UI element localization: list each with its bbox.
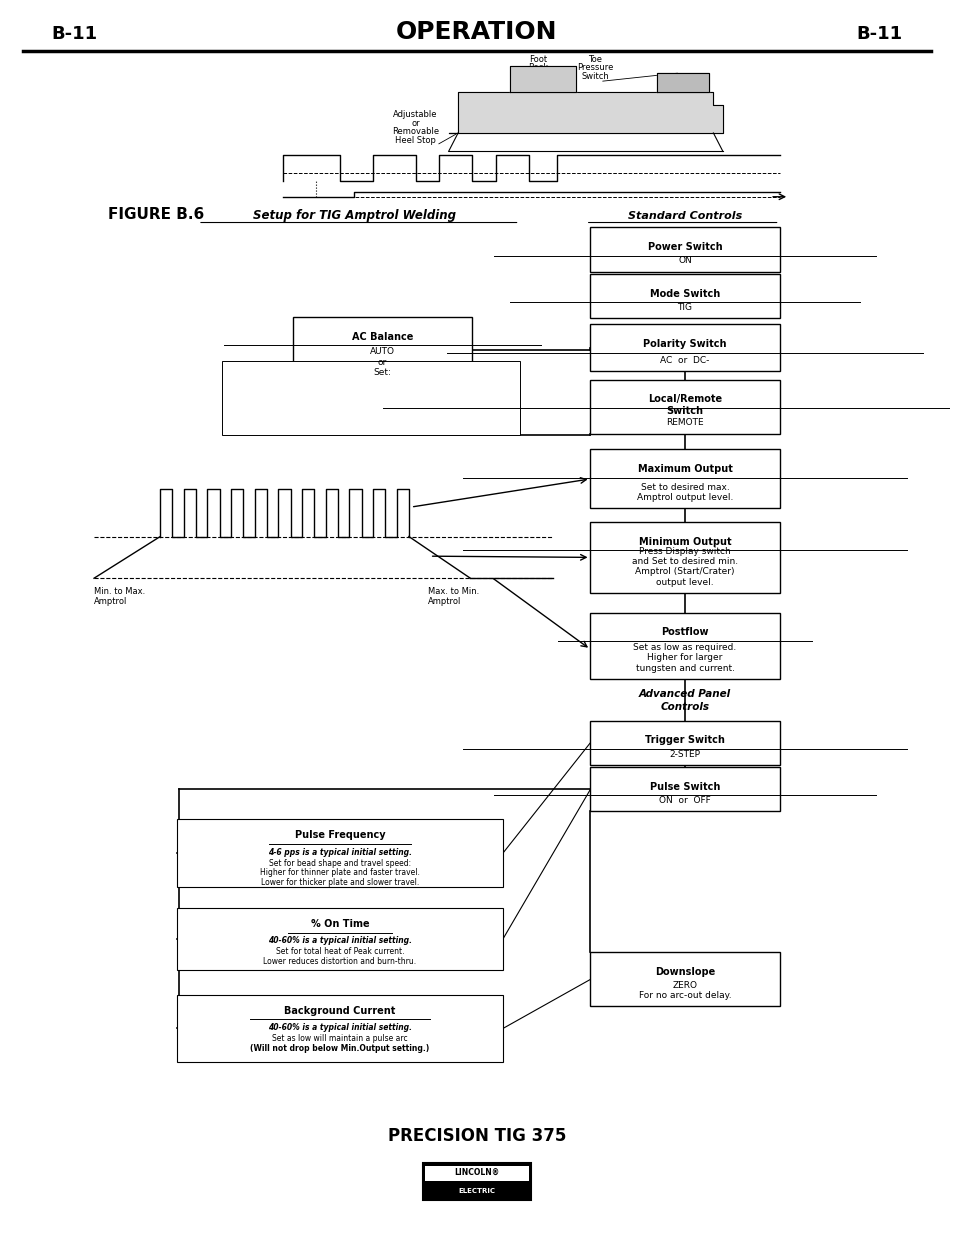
Text: Foot: Foot xyxy=(529,54,547,64)
Text: 2-STEP: 2-STEP xyxy=(669,750,700,758)
Text: Min. to Max.
Amptrol: Min. to Max. Amptrol xyxy=(94,587,145,606)
Polygon shape xyxy=(656,73,708,93)
Text: Maximum Output: Maximum Output xyxy=(637,464,732,474)
Text: Trigger Switch: Trigger Switch xyxy=(644,735,724,745)
Text: Set to desired max.
Amptrol output level.: Set to desired max. Amptrol output level… xyxy=(637,483,733,503)
FancyBboxPatch shape xyxy=(176,819,502,887)
Text: 40-60% is a typical initial setting.: 40-60% is a typical initial setting. xyxy=(268,936,412,946)
FancyBboxPatch shape xyxy=(590,325,779,370)
Text: Polarity Switch: Polarity Switch xyxy=(642,340,726,350)
Text: More +: More + xyxy=(229,382,259,390)
Text: Higher for thinner plate and faster travel.: Higher for thinner plate and faster trav… xyxy=(259,868,419,877)
Text: Rock: Rock xyxy=(528,63,548,73)
Text: Minimum Output: Minimum Output xyxy=(639,536,731,547)
Text: Set as low as required.
Higher for larger
tungsten and current.: Set as low as required. Higher for large… xyxy=(633,643,736,673)
Text: for equal + and - current.: for equal + and - current. xyxy=(267,398,364,408)
Text: Pulse Switch: Pulse Switch xyxy=(649,782,720,792)
Text: w/o"Spitting" or "wetting" loss.: w/o"Spitting" or "wetting" loss. xyxy=(267,390,386,399)
Text: Set as low will maintain a pulse arc: Set as low will maintain a pulse arc xyxy=(272,1034,407,1042)
Text: LINCOLN®: LINCOLN® xyxy=(454,1168,499,1177)
Text: Max. to Min.
Amptrol: Max. to Min. Amptrol xyxy=(427,587,478,606)
Text: REMOTE: REMOTE xyxy=(665,419,703,427)
Text: Removable: Removable xyxy=(392,127,438,136)
Text: Downslope: Downslope xyxy=(655,967,715,977)
Text: Control: Control xyxy=(522,72,553,82)
Text: Local/Remote
Switch: Local/Remote Switch xyxy=(647,394,721,416)
Text: Switch: Switch xyxy=(580,72,608,82)
FancyBboxPatch shape xyxy=(590,450,779,509)
Text: Mode Switch: Mode Switch xyxy=(649,289,720,299)
Text: Postflow: Postflow xyxy=(660,627,708,637)
FancyBboxPatch shape xyxy=(176,908,502,969)
Text: ON: ON xyxy=(678,257,691,266)
Text: Power Switch: Power Switch xyxy=(647,242,721,252)
FancyBboxPatch shape xyxy=(590,379,779,433)
Polygon shape xyxy=(510,65,576,93)
Text: % On Time: % On Time xyxy=(311,919,369,929)
Text: More -: More - xyxy=(229,415,255,425)
Text: Heel Stop: Heel Stop xyxy=(395,136,436,144)
FancyBboxPatch shape xyxy=(590,613,779,679)
Text: AC  or  DC-: AC or DC- xyxy=(659,356,709,364)
Text: ZERO
For no arc-out delay.: ZERO For no arc-out delay. xyxy=(639,981,731,1000)
Text: Pulse Frequency: Pulse Frequency xyxy=(294,830,385,840)
FancyBboxPatch shape xyxy=(590,274,779,319)
Text: OPERATION: OPERATION xyxy=(395,20,558,43)
FancyBboxPatch shape xyxy=(590,952,779,1007)
Text: AUTO
or
Set:: AUTO or Set: xyxy=(370,347,395,377)
Text: Press Display switch
and Set to desired min.
Amptrol (Start/Crater)
output level: Press Display switch and Set to desired … xyxy=(631,547,738,587)
Text: Background Current: Background Current xyxy=(284,1005,395,1015)
Text: Setup for TIG Amptrol Welding: Setup for TIG Amptrol Welding xyxy=(253,209,456,222)
Text: TIG: TIG xyxy=(677,303,692,312)
FancyBboxPatch shape xyxy=(590,720,779,764)
Text: 40-60% is a typical initial setting.: 40-60% is a typical initial setting. xyxy=(268,1023,412,1032)
Text: AC Balance: AC Balance xyxy=(352,332,413,342)
Text: ELECTRIC: ELECTRIC xyxy=(458,1188,495,1194)
FancyBboxPatch shape xyxy=(424,1166,529,1181)
Text: Adjustable: Adjustable xyxy=(393,110,437,119)
Text: ON  or  OFF: ON or OFF xyxy=(659,797,710,805)
FancyBboxPatch shape xyxy=(221,361,519,435)
FancyBboxPatch shape xyxy=(590,522,779,593)
Polygon shape xyxy=(448,93,722,133)
Text: 4-6 pps is a typical initial setting.: 4-6 pps is a typical initial setting. xyxy=(268,847,412,857)
Text: for alum.oxide "Cleaning": for alum.oxide "Cleaning" xyxy=(267,382,365,390)
Text: Balanced: Balanced xyxy=(229,398,268,408)
Text: Set for bead shape and travel speed:: Set for bead shape and travel speed: xyxy=(269,858,411,867)
FancyBboxPatch shape xyxy=(422,1163,531,1200)
Text: Lower reduces distortion and burn-thru.: Lower reduces distortion and burn-thru. xyxy=(263,957,416,966)
Text: Toe: Toe xyxy=(588,54,601,64)
Text: PRECISION TIG 375: PRECISION TIG 375 xyxy=(388,1128,565,1145)
Text: B-11: B-11 xyxy=(856,25,902,42)
Text: FIGURE B.6: FIGURE B.6 xyxy=(108,206,204,222)
Text: for higher "Penetration".: for higher "Penetration". xyxy=(267,415,360,425)
Text: Set for total heat of Peak current.: Set for total heat of Peak current. xyxy=(275,947,404,956)
FancyBboxPatch shape xyxy=(590,767,779,811)
Text: B-11: B-11 xyxy=(51,25,97,42)
Text: (Will not drop below Min.Output setting.): (Will not drop below Min.Output setting.… xyxy=(250,1044,429,1052)
FancyBboxPatch shape xyxy=(176,994,502,1062)
Text: Standard Controls: Standard Controls xyxy=(627,211,741,221)
Text: Lower for thicker plate and slower travel.: Lower for thicker plate and slower trave… xyxy=(260,878,418,887)
Text: Controls: Controls xyxy=(659,701,709,711)
FancyBboxPatch shape xyxy=(293,317,472,383)
Text: Advanced Panel: Advanced Panel xyxy=(639,689,730,699)
FancyBboxPatch shape xyxy=(590,227,779,272)
Text: or: or xyxy=(411,119,419,127)
Text: Pressure: Pressure xyxy=(577,63,613,73)
